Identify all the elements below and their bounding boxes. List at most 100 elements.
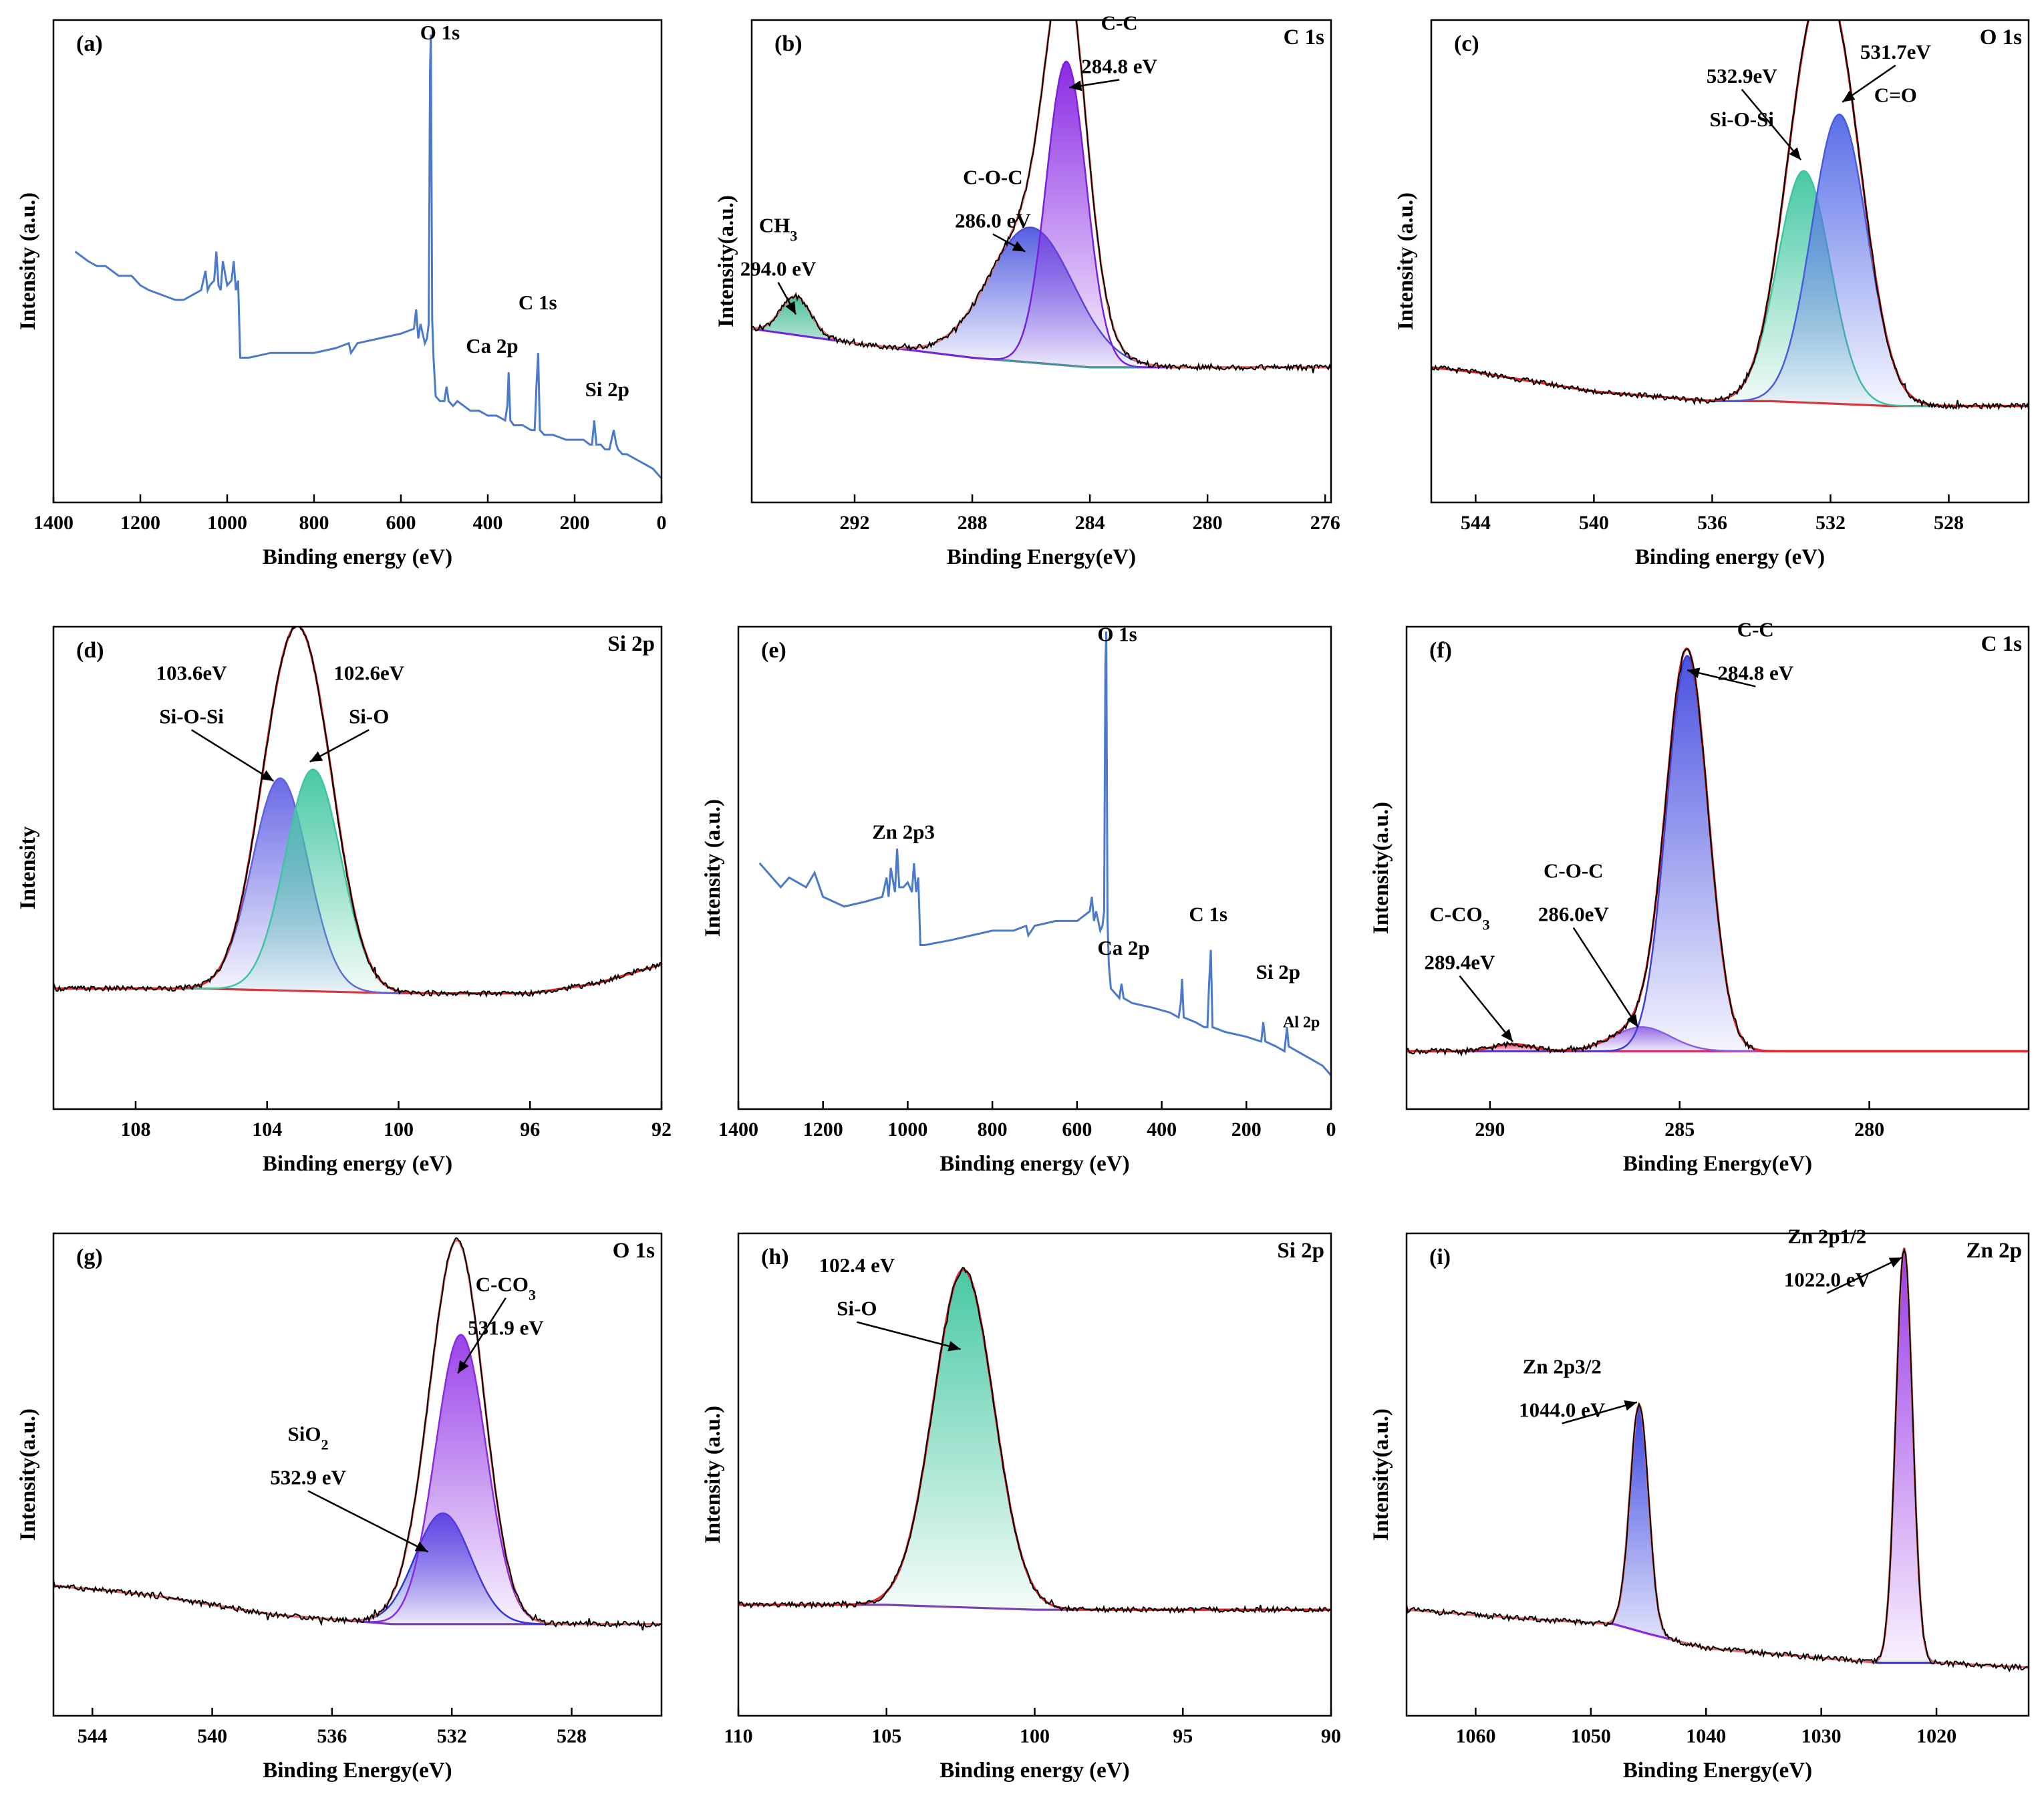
annotation: C 1s [519, 291, 557, 314]
x-axis-label: Binding energy (eV) [939, 1759, 1129, 1783]
annotation: 531.7eV [1860, 40, 1932, 63]
y-axis-label: Intensity(a.u.) [714, 195, 738, 327]
arrow-head [458, 1360, 469, 1374]
y-axis-label: Intensity(a.u.) [16, 1408, 40, 1541]
annotation: 532.9 eV [270, 1465, 346, 1489]
annotation-arrow [857, 1321, 961, 1350]
peak-sio2 [53, 1512, 662, 1626]
series-baseline [53, 1584, 662, 1626]
annotation: Si 2p [1256, 960, 1300, 984]
plot-area [752, 20, 1331, 373]
axes-frame [1405, 1232, 2030, 1717]
x-axis-label: Binding Energy(eV) [947, 545, 1136, 569]
annotation: 1044.0 eV [1519, 1398, 1606, 1421]
x-tick-label: 400 [473, 512, 503, 534]
annotation-arrow [1562, 1401, 1638, 1424]
chart-panel-i: 1060 1050 1040 1030 1020 Binding Energy(eV) In… [1369, 1224, 2030, 1783]
arrow-head [1626, 1014, 1638, 1028]
annotation-arrow [307, 1490, 428, 1553]
panel-label: (f) [1429, 638, 1452, 663]
peak-fill [1431, 114, 2029, 406]
arrow-head [1624, 1400, 1637, 1411]
raw-data [738, 1267, 1331, 1614]
series-baseline [1407, 1608, 2029, 1669]
x-tick-label: 90 [1321, 1725, 1341, 1747]
annotation: C-C [1737, 617, 1774, 641]
arrow-head [1888, 1257, 1902, 1268]
annotation-arrow [1459, 975, 1513, 1042]
annotation: SiO2 [288, 1422, 329, 1453]
annotation: Si-O [837, 1297, 877, 1320]
peak-fill [53, 1334, 662, 1624]
raw-data [1407, 1247, 2029, 1672]
annotation: 102.6eV [333, 661, 405, 684]
x-tick-label: 110 [724, 1725, 752, 1747]
corner-label: Zn 2p [1966, 1239, 2022, 1263]
x-tick-label: 800 [978, 1118, 1008, 1141]
x-tick-label: 528 [557, 1725, 587, 1747]
panel-label: (i) [1429, 1245, 1451, 1269]
annotation: C-CO3 [1429, 902, 1489, 933]
y-axis-label: Intensity (a.u.) [701, 799, 725, 937]
plot-area [1407, 1247, 2029, 1672]
arrow-head [1069, 80, 1082, 92]
annotation: C-CO3 [476, 1273, 536, 1304]
x-tick-label: 1400 [33, 512, 74, 534]
corner-label: Si 2p [1277, 1239, 1324, 1263]
series-survey [74, 34, 662, 479]
y-axis-label: Intensity(a.u.) [1369, 1408, 1393, 1541]
annotation: 286.0 eV [955, 208, 1031, 232]
corner-label: C 1s [1981, 632, 2023, 656]
x-tick-label: 1020 [1916, 1725, 1956, 1747]
x-tick-label: 1200 [803, 1118, 843, 1141]
annotation: O 1s [1097, 623, 1137, 646]
peak-fill [53, 769, 662, 994]
x-tick-label: 100 [1020, 1725, 1050, 1747]
peak-fill [1407, 1404, 2029, 1668]
x-tick-label: 544 [1461, 512, 1491, 534]
arrow-head [1687, 667, 1701, 678]
panel-label: (d) [76, 638, 104, 663]
x-axis-label: Binding Energy(eV) [1623, 1759, 1812, 1783]
x-axis-label: Binding energy (eV) [939, 1152, 1129, 1176]
x-tick-label: 1200 [120, 512, 160, 534]
raw-data [1431, 20, 2029, 411]
x-tick-label: 532 [437, 1725, 467, 1747]
raw-data [53, 1237, 662, 1631]
y-axis-label: Intensity(a.u.) [1369, 802, 1393, 934]
annotation: 532.9eV [1707, 64, 1778, 88]
annotation: 284.8 eV [1081, 54, 1157, 78]
arrow-head [1842, 90, 1856, 102]
annotation: Ca 2p [1097, 936, 1149, 959]
x-tick-label: 532 [1815, 512, 1846, 534]
series-survey [758, 631, 1331, 1076]
x-tick-label: 92 [651, 1118, 672, 1141]
x-tick-label: 292 [840, 512, 870, 534]
raw-data [53, 627, 662, 998]
y-axis-label: Intensity [16, 826, 40, 909]
peak-c=o [1431, 114, 2029, 407]
raw-data [752, 20, 1331, 373]
x-axis-label: Binding energy (eV) [263, 545, 452, 569]
axes-frame [750, 19, 1332, 504]
peak-zn [1407, 1247, 2029, 1669]
x-tick-label: 100 [384, 1118, 414, 1141]
x-axis-label: Binding energy (eV) [1635, 545, 1825, 569]
panel-label: (e) [761, 638, 786, 663]
annotation: Si-O-Si [159, 704, 224, 728]
x-tick-label: 288 [958, 512, 988, 534]
annotation: 103.6eV [156, 661, 228, 684]
annotation-arrow [457, 1297, 506, 1374]
plot-area [1407, 647, 2029, 1057]
x-tick-label: 104 [252, 1118, 282, 1141]
x-tick-label: 276 [1310, 512, 1340, 534]
plot-area [1431, 20, 2029, 411]
chart-panel-b: 292 288 284 280 276 Binding Energy(eV) Intensi… [714, 11, 1340, 569]
annotation: Zn 2p3 [872, 820, 935, 844]
arrow-head [261, 770, 274, 782]
y-axis-label: Intensity (a.u.) [1394, 192, 1418, 330]
peak-fill [1407, 655, 2029, 1052]
annotation-arrow [1741, 89, 1802, 161]
plot-area [758, 631, 1331, 1076]
